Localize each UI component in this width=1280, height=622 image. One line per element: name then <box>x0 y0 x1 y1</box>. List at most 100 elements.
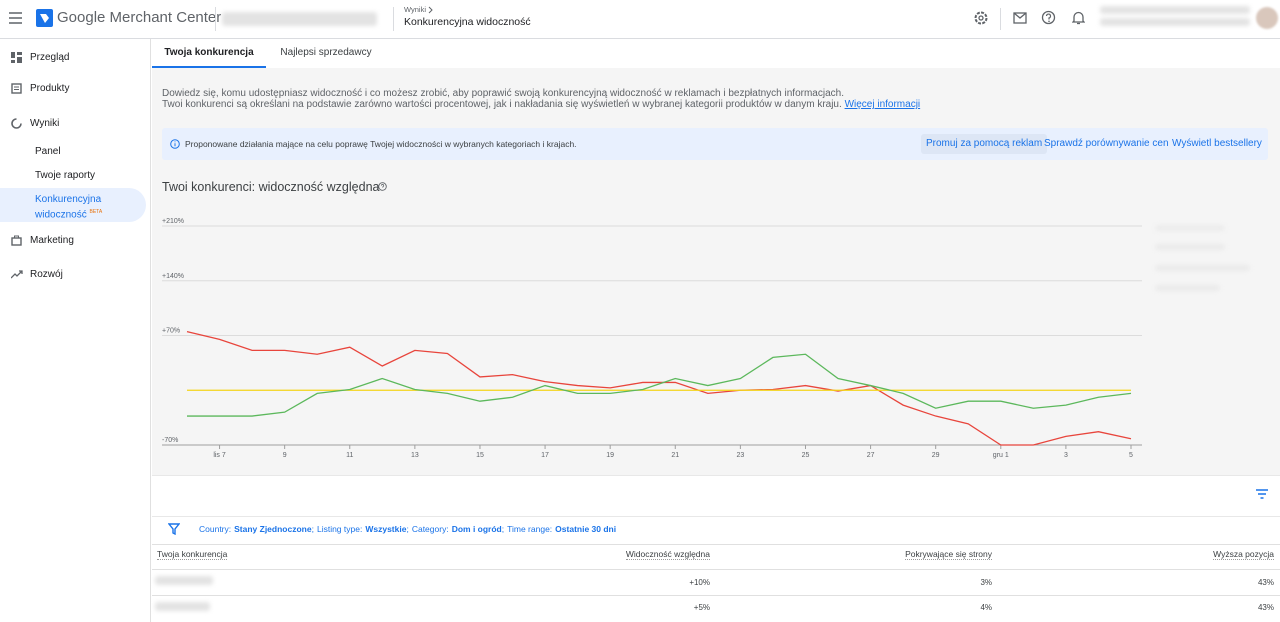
action-button[interactable]: Sprawdź porównywanie cen <box>1044 138 1169 149</box>
x-tick-label: lis 7 <box>213 452 226 459</box>
intro-line: Twoi konkurenci są określani na podstawi… <box>162 99 842 110</box>
y-tick-label: -70% <box>162 437 178 444</box>
x-tick-label: 27 <box>867 452 875 459</box>
active-item-bg <box>0 188 146 222</box>
results-icon <box>11 118 22 129</box>
chart-title-text: Twoi konkurenci: widoczność względna <box>162 180 380 194</box>
filter-label: Listing type: <box>316 524 363 534</box>
growth-icon <box>11 270 23 279</box>
filter-value: Wszystkie <box>365 524 407 534</box>
legend-blurred <box>1155 285 1220 291</box>
marketing-icon <box>11 235 22 246</box>
tab[interactable]: Najlepsi sprzedawcy <box>280 47 372 58</box>
account-selector[interactable] <box>222 12 377 26</box>
filter-separator: ; <box>501 524 505 534</box>
row-divider <box>152 569 1280 570</box>
filter-separator: ; <box>311 524 314 534</box>
y-tick-label: +210% <box>162 218 184 225</box>
filter-icon[interactable] <box>168 523 180 535</box>
row-divider <box>152 595 1280 596</box>
nav-subitem-active[interactable]: Konkurencyjna widoczność BETA <box>35 194 123 221</box>
x-tick-label: 3 <box>1064 452 1068 459</box>
chevron <box>428 6 433 14</box>
x-tick-label: 21 <box>671 452 679 459</box>
help-icon[interactable] <box>378 182 387 191</box>
nav-subitem[interactable]: Twoje raporty <box>35 170 96 181</box>
legend-blurred <box>1155 225 1225 231</box>
filter-toggle[interactable] <box>1256 489 1268 499</box>
action-button[interactable]: Wyświetl bestsellery <box>1172 138 1262 149</box>
competitor-name-blurred <box>155 602 210 611</box>
x-tick-label: 9 <box>283 452 287 459</box>
x-tick-label: 15 <box>476 452 484 459</box>
x-tick-label: 5 <box>1129 452 1133 459</box>
avatar[interactable] <box>1256 7 1278 29</box>
x-tick-label: 19 <box>606 452 614 459</box>
toolbar <box>152 475 1280 517</box>
filter-label: Country: <box>199 524 232 534</box>
mail-icon[interactable] <box>1013 12 1027 24</box>
sidebar <box>0 39 151 622</box>
x-tick-label: 25 <box>802 452 810 459</box>
filter-summary: Country: Stany Zjednoczone; Listing type: W… <box>199 524 616 534</box>
filter-label: Time range: <box>507 524 553 534</box>
chart: -70% +70% +140% +210% lis 7 9 11 13 15 17 19 21 23 25… <box>162 218 1142 459</box>
x-tick-label: 13 <box>411 452 419 459</box>
legend-blurred <box>1155 265 1250 271</box>
nav-subitem[interactable]: Panel <box>35 146 61 157</box>
chart-title: Twoi konkurenci: widoczność względna <box>162 180 379 194</box>
column-header[interactable]: Pokrywające się strony <box>905 549 992 560</box>
account-info <box>1100 18 1250 26</box>
legend-blurred <box>1155 244 1225 250</box>
y-tick-label: +140% <box>162 273 184 280</box>
cell: 3% <box>980 578 992 587</box>
nav-item[interactable]: Wyniki <box>30 118 60 129</box>
settings-icon[interactable] <box>973 10 989 26</box>
nav-item[interactable]: Rozwój <box>30 269 63 280</box>
intro-text: Dowiedz się, komu udostępniasz widocznoś… <box>162 88 844 99</box>
series-line <box>187 353 1132 417</box>
column-header[interactable]: Wyższa pozycja <box>1213 549 1274 560</box>
cell: 43% <box>1257 603 1274 612</box>
nav-item[interactable]: Produkty <box>30 83 70 94</box>
nav-item[interactable]: Marketing <box>30 235 74 246</box>
divider <box>152 544 1280 545</box>
x-tick-label: gru 1 <box>993 452 1009 459</box>
more-info-link[interactable]: Więcej informacji <box>844 99 921 110</box>
series-line <box>186 330 1132 446</box>
breadcrumb[interactable]: Wyniki <box>404 5 427 14</box>
info-icon <box>170 139 180 149</box>
filter-value: Stany Zjednoczone <box>234 524 312 534</box>
tab-active[interactable]: Twoja konkurencja <box>152 38 266 68</box>
account-info <box>1100 6 1250 14</box>
products-icon <box>11 83 22 94</box>
x-tick-label: 11 <box>346 452 353 459</box>
logo <box>36 9 53 27</box>
top-bar: Google Merchant Center Wyniki Konkurency… <box>0 0 1280 39</box>
nav-item[interactable]: Przegląd <box>30 52 70 63</box>
x-tick-label: 17 <box>541 452 549 459</box>
filter-value: Ostatnie 30 dni <box>555 524 617 534</box>
cell: 43% <box>1257 578 1274 587</box>
notifications-icon[interactable] <box>1072 10 1085 25</box>
nav-label: Konkurencyjna widoczność <box>35 194 102 221</box>
banner-text: Proponowane działania mające na celu pop… <box>185 139 577 149</box>
x-tick-label: 29 <box>932 452 940 459</box>
cell: 4% <box>980 603 992 612</box>
product-name: Google Merchant Center <box>57 9 222 26</box>
y-tick-label: +70% <box>162 328 180 335</box>
info-banner <box>162 128 1268 160</box>
column-header[interactable]: Widoczność względna <box>625 549 710 560</box>
overview-icon <box>11 52 22 63</box>
cell: +10% <box>689 578 710 587</box>
divider <box>1000 8 1001 30</box>
action-button[interactable]: Promuj za pomocą reklam <box>921 134 1048 154</box>
page-title: Konkurencyjna widoczność <box>404 16 531 28</box>
help-icon[interactable] <box>1041 10 1056 25</box>
menu-icon[interactable] <box>9 12 23 24</box>
column-header[interactable]: Twoja konkurencja <box>157 549 228 560</box>
x-tick-label: 23 <box>736 452 744 459</box>
beta-badge: BETA <box>89 209 103 215</box>
divider <box>393 7 394 31</box>
